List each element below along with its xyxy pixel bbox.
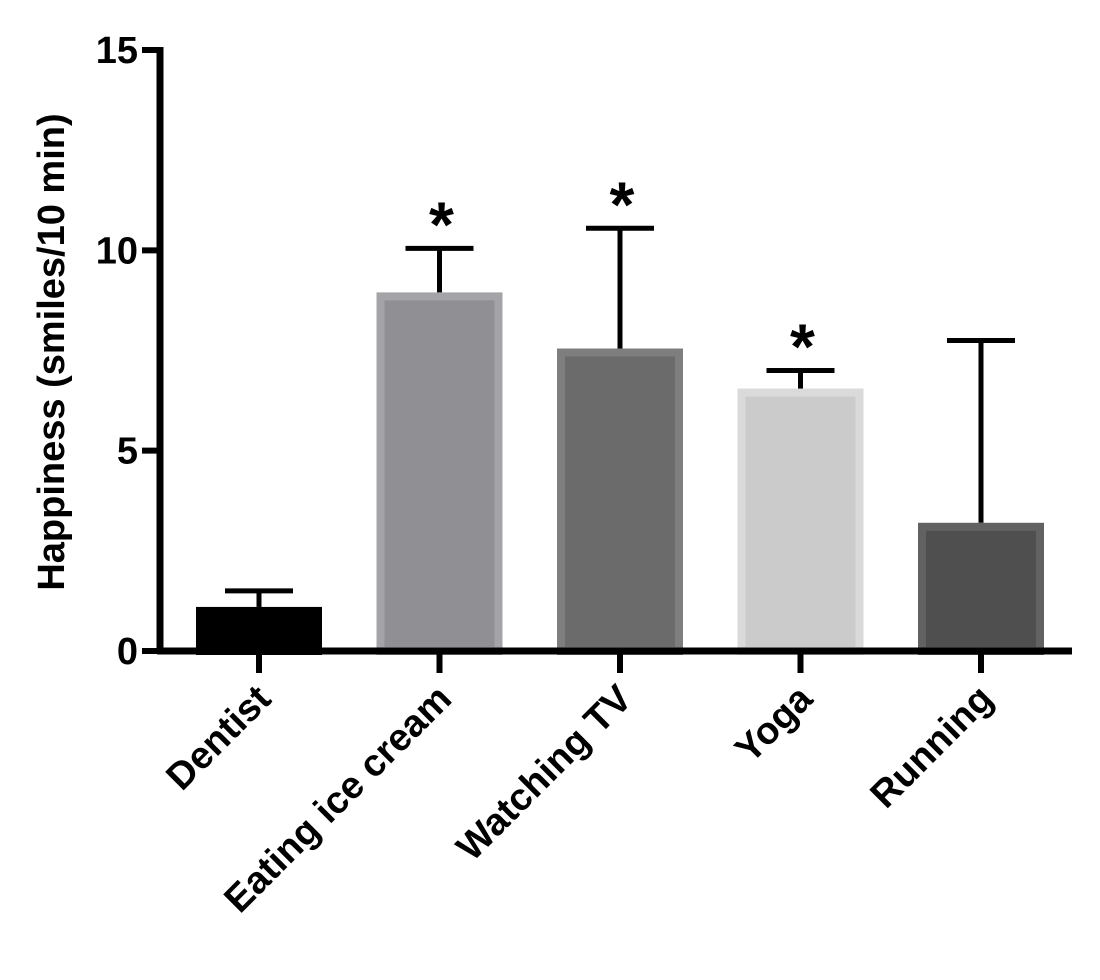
bar [737, 388, 864, 655]
significance-star: * [790, 311, 815, 383]
significance-star: * [429, 188, 454, 260]
significance-star: * [610, 168, 635, 240]
x-tick-label: Yoga [727, 677, 821, 771]
bars-layer [196, 292, 1044, 656]
x-tick-label: Watching TV [449, 677, 641, 869]
bar [196, 606, 322, 656]
significance-layer: * * * [429, 168, 815, 382]
y-tick-label: 15 [96, 30, 138, 72]
axes-layer [156, 47, 1072, 655]
x-tick-label: Dentist [159, 677, 280, 798]
bar [557, 348, 683, 655]
x-tick-label: Running [863, 678, 1002, 817]
error-bars-layer [225, 225, 1015, 607]
y-ticks-layer: 0 5 10 15 [96, 30, 160, 673]
y-tick-label: 5 [117, 431, 138, 473]
y-axis-title: Happiness (smiles/10 min) [31, 113, 73, 590]
bar [376, 292, 503, 655]
y-tick-label: 10 [96, 230, 138, 272]
bar [918, 522, 1044, 656]
y-tick-label: 0 [117, 631, 138, 673]
